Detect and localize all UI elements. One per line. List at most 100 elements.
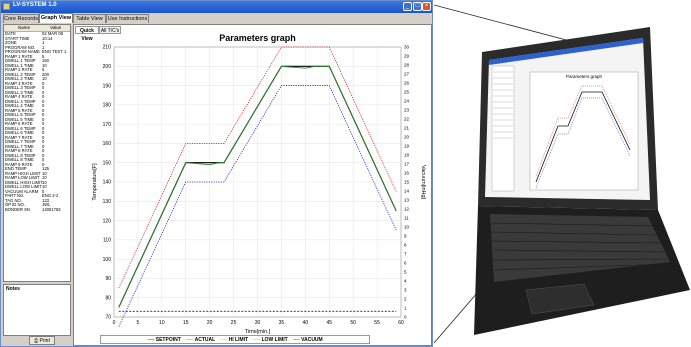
minimize-button[interactable]: _: [403, 2, 412, 11]
record-name: RAMP 2 RATE: [5, 67, 33, 72]
print-label: Print: [39, 338, 50, 344]
record-value: 10: [42, 76, 47, 81]
laptop-touchpad: [525, 283, 595, 315]
record-name: DWELL 8 TEMP: [5, 152, 36, 158]
record-value: 0: [42, 157, 45, 162]
record-name: DWELL 2 TEMP: [5, 71, 36, 77]
records-panel: Name Value DATE 02 MAR 08 START TIME 10:14 Z…: [3, 24, 71, 282]
y2-tick-label: 19: [404, 144, 410, 149]
series-low-limit: [118, 85, 397, 327]
record-name: VACUUM ALARM: [5, 188, 39, 194]
app-icon: [3, 3, 10, 10]
record-name: OP ID NO.: [5, 202, 25, 207]
close-button[interactable]: ×: [422, 2, 431, 11]
laptop-setpoint-line: [535, 91, 631, 183]
y2-tick-label: 29: [404, 54, 410, 59]
x-tick-label: 55: [374, 320, 380, 326]
notes-box[interactable]: Notes: [3, 284, 71, 336]
record-name: PROGRAM NO.: [5, 44, 36, 50]
graph-panel: Quick View All T/C's 0 5 10 15 20 25 30 35 40 45 5…: [73, 24, 432, 346]
record-value: 1: [42, 40, 45, 45]
record-name: DWELL LOW LIMIT: [5, 184, 42, 189]
title-bar[interactable]: LV-SYSTEM 1.0 _ □ ×: [1, 1, 432, 13]
laptop-screen-chart: [529, 71, 639, 191]
series-actual: [118, 65, 397, 308]
laptop-chart-title: Parameters graph: [566, 74, 603, 79]
y2-tick-label: 21: [404, 126, 410, 131]
record-value: 0: [42, 161, 45, 167]
record-name: RAMP 3 RATE: [5, 80, 33, 86]
record-name: RAMP 7 RATE: [5, 134, 33, 140]
y2-tick-label: 9: [404, 234, 407, 239]
y2-axis-label: Vacuum[inHg]: [420, 165, 426, 200]
record-value: 125: [42, 166, 49, 171]
parameters-chart: 0 5 10 15 20 25 30 35 40 45 50 55 607080901001101201…: [92, 33, 426, 335]
record-name: DWELL 1 TIME: [5, 62, 34, 68]
record-value: 1: [42, 44, 45, 50]
record-value: 0: [42, 98, 45, 104]
record-value: 0: [42, 130, 45, 135]
record-name: RAMP 5 RATE: [5, 107, 33, 113]
y2-tick-label: 28: [404, 63, 410, 68]
x-tick-label: 20: [207, 320, 213, 326]
record-name: ZONE: [5, 40, 17, 45]
y2-tick-label: 16: [404, 171, 410, 176]
y-tick-label: 200: [103, 64, 112, 70]
record-value: 10:14: [42, 35, 53, 41]
record-name: PROGRAM NAME: [5, 49, 40, 54]
y-tick-label: 160: [103, 141, 112, 147]
record-value: 0: [42, 107, 45, 113]
subtab-quick-view[interactable]: Quick View: [75, 26, 99, 42]
record-value: JWL: [42, 202, 51, 207]
y2-tick-label: 2: [404, 297, 407, 302]
record-value: 0: [42, 85, 45, 90]
app-window: LV-SYSTEM 1.0 _ □ × Core Records Graph V…: [0, 0, 433, 347]
record-value: 10: [42, 62, 47, 68]
record-name: DATE: [5, 31, 16, 36]
record-value: 14081783: [42, 206, 61, 212]
chart-title: Parameters graph: [219, 33, 296, 43]
record-name: END TEMP: [5, 166, 27, 171]
maximize-button[interactable]: □: [413, 2, 422, 11]
record-name: TAG NO.: [5, 197, 22, 203]
record-name: RAMP 9 RATE: [5, 161, 33, 167]
legend-hi-limit: ···· HI LIMIT: [220, 337, 249, 343]
y-tick-label: 130: [103, 199, 112, 205]
record-value: 123: [42, 197, 49, 203]
y2-tick-label: 13: [404, 198, 410, 203]
record-value: 150: [42, 58, 49, 63]
record-value: 5: [42, 67, 45, 72]
y2-tick-label: 10: [404, 225, 410, 230]
y-tick-label: 70: [105, 315, 111, 321]
record-value: ENG TEST 1: [42, 49, 67, 54]
record-name: DWELL 5 TEMP: [5, 112, 36, 117]
y2-tick-label: 24: [404, 99, 410, 104]
name-column-header: Name: [18, 25, 31, 30]
tab-table-view[interactable]: Table View: [73, 14, 106, 23]
laptop-illustration: Parameters graph: [434, 4, 690, 344]
laptop-low-line: [535, 97, 631, 189]
x-tick-label: 40: [303, 320, 309, 326]
record-value: 02 MAR 08: [42, 31, 63, 36]
record-name: PART NO.: [5, 193, 25, 198]
tab-use-instructions[interactable]: Use Instructions: [106, 14, 149, 23]
y2-tick-label: 22: [404, 117, 410, 122]
record-value: 0: [42, 94, 45, 99]
record-name: DWELL 5 TIME: [5, 116, 34, 122]
tab-graph-view[interactable]: Graph View: [39, 13, 73, 23]
subtab-all-tcs[interactable]: All T/C's: [99, 26, 121, 34]
x-tick-label: 5: [137, 320, 140, 326]
record-value: 200: [42, 71, 49, 77]
y-tick-label: 120: [103, 218, 112, 224]
x-tick-label: 30: [255, 320, 261, 326]
record-name: DWELL 6 TEMP: [5, 125, 36, 131]
y-axis-label: Temperature[F]: [92, 163, 98, 201]
y2-tick-label: 0: [404, 315, 407, 320]
legend-setpoint: ── SETPOINT: [147, 337, 181, 343]
tab-core-records[interactable]: Core Records: [3, 14, 39, 23]
print-button[interactable]: ⎙ Print: [29, 336, 55, 345]
laptop-screen-titlebar: [489, 38, 643, 65]
record-name: DWELL 6 TIME: [5, 130, 34, 135]
record-name: DWELL 3 TIME: [5, 89, 34, 95]
record-name: BONDER SN: [5, 206, 30, 212]
